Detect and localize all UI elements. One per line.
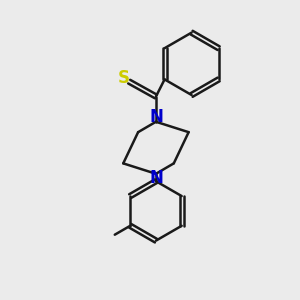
Text: N: N (149, 169, 163, 187)
Text: S: S (118, 69, 130, 87)
Text: N: N (149, 108, 163, 126)
